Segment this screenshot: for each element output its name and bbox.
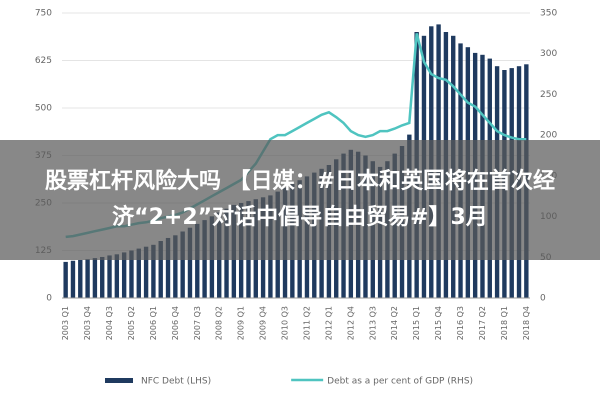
bar bbox=[165, 237, 171, 298]
x-tick-label: 2003 Q4 bbox=[83, 306, 92, 340]
bar bbox=[78, 260, 83, 298]
x-tick-label: 2005 Q2 bbox=[127, 306, 136, 340]
x-tick-label: 2015 Q4 bbox=[434, 306, 443, 340]
caption-banner: 股票杠杆风险大吗 【日媒：#日本和英国将在首次经济“2+2”对话中倡导自由贸易#… bbox=[0, 140, 600, 260]
y2-tick-label: 250 bbox=[540, 90, 557, 100]
y2-tick-label: 300 bbox=[540, 49, 557, 59]
y-tick-label: 625 bbox=[35, 56, 52, 66]
legend-swatch bbox=[105, 378, 133, 383]
bar bbox=[180, 231, 185, 298]
bar bbox=[151, 244, 156, 298]
x-tick-label: 2017 Q2 bbox=[478, 306, 487, 340]
legend-label: NFC Debt (LHS) bbox=[141, 377, 211, 387]
y-tick-label: 500 bbox=[35, 104, 52, 114]
x-tick-label: 2015 Q1 bbox=[412, 306, 421, 340]
bar bbox=[92, 258, 98, 298]
x-tick-label: 2009 Q4 bbox=[259, 306, 268, 340]
x-tick-label: 2011 Q2 bbox=[302, 306, 311, 340]
bar bbox=[100, 256, 105, 298]
x-tick-label: 2012 Q1 bbox=[324, 306, 333, 340]
y-tick-label: 0 bbox=[46, 294, 52, 304]
bar bbox=[63, 261, 68, 298]
bar bbox=[129, 250, 134, 298]
bar bbox=[107, 255, 112, 298]
x-tick-label: 2013 Q3 bbox=[368, 306, 377, 340]
bar bbox=[114, 254, 120, 298]
x-tick-label: 2012 Q4 bbox=[346, 306, 355, 340]
x-tick-label: 2008 Q2 bbox=[215, 306, 224, 340]
bar bbox=[121, 252, 127, 298]
x-tick-label: 2016 Q3 bbox=[456, 306, 465, 340]
y2-tick-label: 350 bbox=[540, 9, 557, 19]
y2-tick-label: 0 bbox=[540, 294, 546, 304]
x-tick-label: 2006 Q4 bbox=[171, 306, 180, 340]
bar bbox=[70, 260, 76, 298]
x-tick-label: 2014 Q2 bbox=[390, 306, 399, 340]
bar bbox=[85, 259, 90, 298]
bar bbox=[158, 241, 163, 298]
x-tick-label: 2007 Q3 bbox=[193, 306, 202, 340]
bar bbox=[187, 227, 193, 298]
x-tick-label: 2018 Q1 bbox=[500, 306, 509, 340]
x-tick-label: 2003 Q1 bbox=[61, 306, 70, 340]
x-tick-label: 2010 Q3 bbox=[281, 306, 290, 340]
bar bbox=[173, 235, 178, 298]
bar bbox=[143, 246, 149, 298]
y-tick-label: 750 bbox=[35, 9, 52, 19]
x-tick-label: 2009 Q1 bbox=[237, 306, 246, 340]
x-tick-label: 2018 Q4 bbox=[522, 306, 531, 340]
legend-label: Debt as a per cent of GDP (RHS) bbox=[327, 377, 473, 387]
y2-tick-label: 200 bbox=[540, 131, 557, 141]
x-tick-label: 2004 Q3 bbox=[105, 306, 114, 340]
bar bbox=[136, 248, 141, 298]
bar bbox=[195, 223, 200, 298]
x-tick-label: 2006 Q1 bbox=[149, 306, 158, 340]
